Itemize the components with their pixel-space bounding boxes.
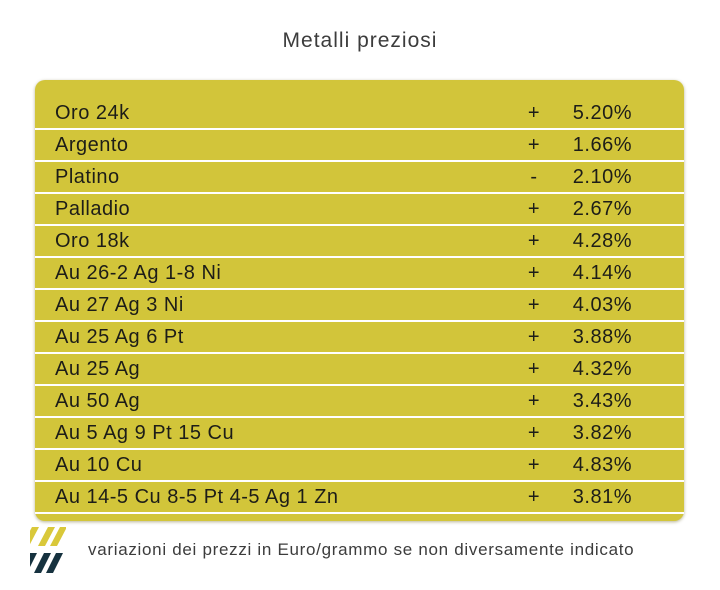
table-row: Oro 18k +4.28%	[35, 226, 684, 258]
metal-name: Au 50 Ag	[55, 389, 141, 412]
change-sign: +	[527, 485, 541, 508]
metal-name: Oro 24k	[55, 101, 130, 124]
change-percent: 3.82%	[572, 421, 632, 444]
change-sign: +	[527, 421, 541, 444]
page-title: Metalli preziosi	[282, 29, 438, 52]
change-percent: 4.03%	[572, 293, 632, 316]
change-sign: +	[527, 101, 541, 124]
change-sign: +	[527, 357, 541, 380]
table-row: Argento +1.66%	[35, 130, 684, 162]
change-percent: 4.83%	[572, 453, 632, 476]
metal-name: Au 26-2 Ag 1-8 Ni	[55, 261, 222, 284]
change-sign: +	[527, 133, 541, 156]
metal-name: Au 10 Cu	[55, 453, 143, 476]
metal-name: Oro 18k	[55, 229, 130, 252]
table-row: Au 50 Ag +3.43%	[35, 386, 684, 418]
change-percent: 4.28%	[572, 229, 632, 252]
change-sign: +	[527, 229, 541, 252]
table-row: Au 25 Ag 6 Pt +3.88%	[35, 322, 684, 354]
change-percent: 3.43%	[572, 389, 632, 412]
metal-name: Palladio	[55, 197, 131, 220]
footer-note-text: variazioni dei prezzi in Euro/grammo se …	[88, 540, 635, 559]
footer: variazioni dei prezzi in Euro/grammo se …	[30, 527, 634, 573]
metals-table: Oro 24k +5.20% Argento +1.66% Platino -2.10% P…	[35, 80, 684, 521]
metal-name: Au 5 Ag 9 Pt 15 Cu	[55, 421, 235, 444]
change-sign: +	[527, 389, 541, 412]
table-row: Au 25 Ag +4.32%	[35, 354, 684, 386]
table-row: Au 14-5 Cu 8-5 Pt 4-5 Ag 1 Zn +3.81%	[35, 482, 684, 514]
change-percent: 3.88%	[572, 325, 632, 348]
table-row: Au 26-2 Ag 1-8 Ni +4.14%	[35, 258, 684, 290]
metal-name: Au 14-5 Cu 8-5 Pt 4-5 Ag 1 Zn	[55, 485, 339, 508]
metal-name: Au 25 Ag	[55, 357, 141, 380]
metal-name: Platino	[55, 165, 120, 188]
change-percent: 4.14%	[572, 261, 632, 284]
change-sign: -	[530, 165, 538, 188]
change-percent: 4.32%	[572, 357, 632, 380]
change-sign: +	[527, 197, 541, 220]
table-row: Oro 24k +5.20%	[35, 98, 684, 130]
change-sign: +	[527, 293, 541, 316]
table-row: Palladio +2.67%	[35, 194, 684, 226]
table-row: Au 5 Ag 9 Pt 15 Cu +3.82%	[35, 418, 684, 450]
change-sign: +	[527, 453, 541, 476]
table-row: Au 10 Cu +4.83%	[35, 450, 684, 482]
change-percent: 5.20%	[572, 101, 632, 124]
metal-name: Au 25 Ag 6 Pt	[55, 325, 184, 348]
metal-name: Argento	[55, 133, 129, 156]
change-sign: +	[527, 261, 541, 284]
table-row: Platino - 2.10%	[35, 162, 684, 194]
change-percent: 3.81%	[572, 485, 632, 508]
change-percent: 1.66%	[572, 133, 632, 156]
metal-name: Au 27 Ag 3 Ni	[55, 293, 184, 316]
change-percent: 2.10%	[572, 165, 632, 188]
change-sign: +	[527, 325, 541, 348]
double-slash-logo-icon	[30, 527, 66, 573]
change-percent: 2.67%	[572, 197, 632, 220]
table-row: Au 27 Ag 3 Ni +4.03%	[35, 290, 684, 322]
